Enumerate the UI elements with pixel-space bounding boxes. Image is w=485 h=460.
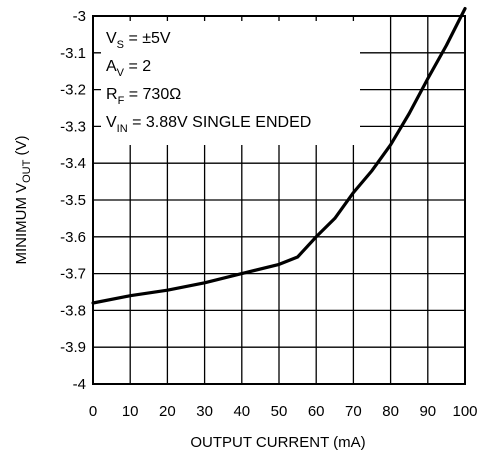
y-tick-label: -3.7	[60, 266, 86, 283]
y-tick-label: -3.3	[60, 118, 86, 135]
series-line	[91, 7, 467, 305]
y-tick-label: -3.8	[60, 302, 86, 319]
y-tick-label: -3.6	[60, 229, 86, 246]
annotation-line: VIN = 3.88V SINGLE ENDED	[106, 114, 311, 135]
annotation-value: = 730Ω	[124, 86, 181, 103]
series-group	[91, 7, 467, 305]
annotation-line: RF = 730Ω	[106, 86, 181, 107]
annotation-subscript: S	[117, 39, 124, 51]
plot-frame	[92, 15, 466, 385]
x-tick-label: 90	[419, 403, 436, 420]
x-tick-label: 50	[271, 403, 288, 420]
annotation-symbol: R	[106, 86, 118, 103]
annotation-background	[101, 21, 360, 145]
y-tick-label: -4	[73, 376, 86, 393]
y-tick-labels: -3 -3.1 -3.2 -3.3 -3.4 -3.5 -3.6 -3.7 -3.8 -3.9 -4	[60, 8, 86, 393]
x-tick-label: 20	[159, 403, 176, 420]
x-tick-label: 10	[122, 403, 139, 420]
x-tick-label: 80	[382, 403, 399, 420]
annotation-value: = 2	[124, 58, 151, 75]
y-tick-label: -3	[73, 8, 86, 25]
annotation-value: = ±5V	[124, 30, 171, 47]
y-axis-title-subscript: OUT	[21, 159, 33, 183]
y-tick-label: -3.9	[60, 339, 86, 356]
y-axis-title-unit: (V)	[13, 135, 30, 159]
y-tick-label: -3.4	[60, 155, 86, 172]
x-tick-label: 0	[89, 403, 97, 420]
annotation-line: VS = ±5V	[106, 30, 171, 51]
x-tick-label: 40	[233, 403, 250, 420]
x-tick-label: 60	[308, 403, 325, 420]
x-tick-label: 70	[345, 403, 362, 420]
x-tick-label: 100	[452, 403, 477, 420]
x-tick-labels: 0 10 20 30 40 50 60 70 80 90 100	[89, 403, 478, 420]
annotation-symbol: V	[106, 114, 117, 131]
y-axis-title-main: MINIMUM V	[13, 183, 30, 265]
annotation-symbol: V	[106, 30, 117, 47]
annotation-symbol: A	[106, 58, 117, 75]
annotation-line: AV = 2	[106, 58, 151, 79]
x-axis-title: OUTPUT CURRENT (mA)	[190, 434, 365, 451]
annotation-subscript: F	[118, 95, 125, 107]
y-tick-label: -3.2	[60, 82, 86, 99]
y-axis-title: MINIMUM VOUT (V)	[13, 135, 33, 264]
annotation-value: = 3.88V SINGLE ENDED	[128, 114, 312, 131]
y-tick-label: -3.5	[60, 192, 86, 209]
y-tick-label: -3.1	[60, 45, 86, 62]
annotation-subscript: V	[117, 67, 125, 79]
x-tick-label: 30	[196, 403, 213, 420]
annotation-subscript: IN	[117, 123, 128, 135]
